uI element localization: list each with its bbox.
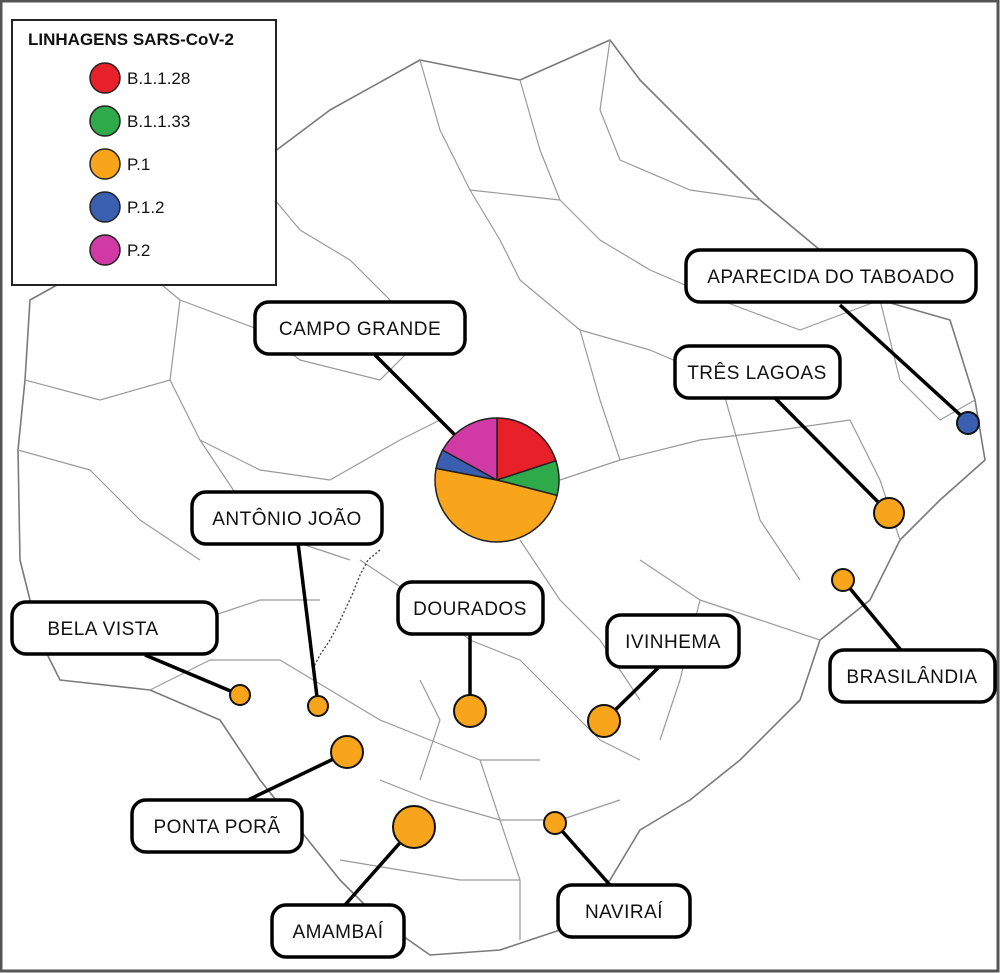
leader-navirai bbox=[553, 821, 612, 887]
legend-swatch-0 bbox=[89, 62, 121, 94]
label-campo-grande: CAMPO GRANDE bbox=[279, 319, 441, 340]
label-box-brasilandia bbox=[828, 648, 997, 704]
legend-label-1: B.1.1.33 bbox=[127, 112, 190, 131]
label-box-bela-vista bbox=[10, 600, 219, 656]
pie-slice-P-1 bbox=[434, 467, 558, 543]
label-tres-lagoas: TRÊS LAGOAS bbox=[687, 362, 827, 384]
label-box-tres-lagoas bbox=[673, 344, 842, 400]
marker-navirai bbox=[543, 811, 567, 835]
label-box-antonio-joao bbox=[190, 490, 384, 546]
marker-antonio-joao bbox=[307, 695, 329, 717]
legend-label-3: P.1.2 bbox=[127, 198, 165, 217]
legend-title: LINHAGENS SARS-CoV-2 bbox=[28, 30, 234, 49]
label-dourados: DOURADOS bbox=[413, 599, 527, 620]
leader-brasilandia bbox=[841, 578, 907, 657]
marker-amambai bbox=[392, 805, 436, 849]
legend: LINHAGENS SARS-CoV-2 B.1.1.28 B.1.1.33 P.1… bbox=[11, 19, 277, 286]
leader-bela-vista bbox=[144, 653, 241, 697]
label-antonio-joao: ANTÔNIO JOÃO bbox=[212, 508, 362, 530]
legend-box bbox=[11, 19, 277, 286]
label-box-campo-grande bbox=[253, 300, 467, 356]
leader-antonio-joao bbox=[296, 542, 320, 706]
site-markers bbox=[229, 411, 980, 849]
label-box-ponta-pora bbox=[130, 798, 304, 854]
label-navirai: NAVIRAÍ bbox=[585, 902, 663, 923]
legend-swatch-4 bbox=[89, 234, 121, 266]
label-brasilandia: BRASILÂNDIA bbox=[846, 666, 977, 688]
label-amambai: AMAMBAÍ bbox=[292, 922, 383, 943]
legend-label-2: P.1 bbox=[127, 155, 150, 174]
legend-swatch-1 bbox=[89, 105, 121, 137]
label-ivinhema: IVINHEMA bbox=[625, 632, 721, 653]
leader-aparecida bbox=[838, 303, 970, 424]
marker-dourados bbox=[453, 694, 487, 728]
marker-tres-lagoas bbox=[873, 497, 905, 529]
marker-bela-vista bbox=[229, 684, 251, 706]
label-box-amambai bbox=[270, 903, 406, 959]
border-line bbox=[311, 549, 381, 671]
label-ponta-pora: PONTA PORÃ bbox=[153, 816, 280, 838]
label-aparecida: APARECIDA DO TABOADO bbox=[707, 267, 955, 288]
marker-ponta-pora bbox=[330, 735, 364, 769]
legend-label-0: B.1.1.28 bbox=[127, 69, 190, 88]
leader-tres-lagoas bbox=[773, 396, 890, 514]
label-box-ivinhema bbox=[605, 613, 741, 669]
marker-ivinhema bbox=[587, 704, 621, 738]
label-box-navirai bbox=[556, 883, 692, 939]
legend-label-4: P.2 bbox=[127, 241, 150, 260]
label-box-dourados bbox=[396, 580, 545, 636]
marker-aparecida bbox=[956, 411, 980, 435]
pie-slice-P-2 bbox=[441, 417, 498, 482]
legend-swatch-2 bbox=[89, 148, 121, 180]
legend-swatch-3 bbox=[89, 191, 121, 223]
leader-campo-grande bbox=[373, 353, 462, 442]
label-box-aparecida bbox=[684, 248, 978, 304]
city-labels: CAMPO GRANDE APARECIDA DO TABOADO TRÊS L… bbox=[10, 248, 997, 959]
leader-ponta-pora bbox=[247, 750, 349, 802]
pie-slice-B-1-1-28 bbox=[496, 417, 557, 482]
marker-brasilandia bbox=[831, 568, 855, 592]
label-bela-vista: BELA VISTA bbox=[47, 619, 158, 640]
campo-grande-pie bbox=[434, 417, 560, 543]
